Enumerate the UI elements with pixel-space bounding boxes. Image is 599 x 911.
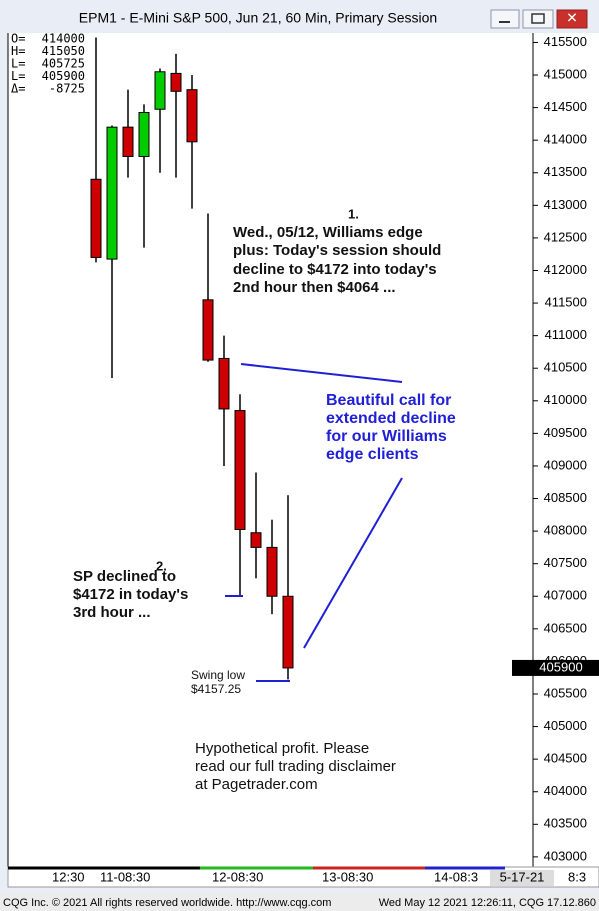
last-price-box	[512, 659, 599, 676]
y-tick-label: 411000	[545, 327, 587, 342]
y-tick-label: 412500	[544, 229, 587, 244]
callout-line: Beautiful call for	[326, 392, 451, 409]
y-tick-label: 407500	[544, 555, 587, 570]
candle-body	[234, 410, 246, 530]
candle-body	[122, 126, 134, 157]
x-tick-label: 11-08:30	[100, 869, 150, 884]
x-tick-label: 8:3	[568, 869, 586, 884]
swing-low-label: $4157.25	[191, 682, 241, 696]
candle-body	[154, 71, 166, 110]
y-tick-label: 408000	[544, 523, 587, 538]
footer-left: CQG Inc. © 2021 All rights reserved worl…	[3, 897, 331, 909]
candle-body	[282, 595, 294, 669]
footer-right: Wed May 12 2021 12:26:11, CQG 17.12.860	[379, 897, 596, 909]
y-tick-label: 408500	[544, 490, 587, 505]
y-tick-label: 411500	[545, 295, 587, 310]
candle-body	[202, 299, 214, 361]
y-tick-label: 413500	[544, 164, 587, 179]
callout-line: edge clients	[326, 446, 419, 463]
note-line: Wed., 05/12, Williams edge	[233, 224, 423, 241]
candle-body	[218, 357, 230, 410]
info-key: O=	[11, 32, 25, 46]
y-tick-label: 404000	[544, 783, 587, 798]
y-tick-label: 404500	[544, 751, 587, 766]
y-tick-label: 406500	[544, 620, 587, 635]
y-tick-label: 410000	[544, 392, 587, 407]
y-tick-label: 409500	[544, 425, 587, 440]
y-tick-label: 403500	[544, 816, 587, 831]
x-tick-label: 14-08:3	[434, 869, 478, 884]
info-value: 405900	[42, 69, 85, 83]
annotation-lines	[225, 363, 403, 682]
last-price-label: 405900	[539, 659, 582, 674]
date-box	[490, 870, 554, 886]
maximize-icon	[531, 13, 545, 24]
y-tick-label: 405500	[544, 685, 587, 700]
info-key: L=	[11, 57, 25, 71]
y-tick-label: 413000	[544, 197, 587, 212]
y-tick-label: 403000	[544, 848, 587, 863]
status-bar	[0, 893, 599, 911]
note-line: SP declined to	[73, 568, 176, 585]
disclaimer-line: at Pagetrader.com	[195, 776, 318, 793]
note-number: 2.	[156, 558, 167, 573]
info-key: L=	[11, 69, 25, 83]
y-tick-label: 415500	[544, 34, 587, 49]
info-value: 405725	[42, 57, 85, 71]
y-tick-label: 407000	[544, 588, 587, 603]
x-tick-label: 12:30	[52, 869, 85, 884]
info-key: Δ=	[11, 82, 25, 96]
window-title: EPM1 - E-Mini S&P 500, Jun 21, 60 Min, P…	[79, 10, 437, 26]
candle-body	[250, 532, 262, 548]
candle-body	[266, 546, 278, 597]
close-button[interactable]	[556, 9, 588, 29]
candle-body	[106, 126, 118, 260]
note-line: plus: Today's session should	[233, 242, 441, 259]
info-value: 415050	[42, 44, 85, 58]
window-buttons[interactable]: ✕	[490, 9, 588, 29]
x-tick-label: 5-17-21	[500, 869, 545, 884]
info-key: H=	[11, 44, 25, 58]
x-tick-label: 12-08:30	[212, 869, 263, 884]
maximize-button[interactable]	[522, 9, 554, 29]
y-tick-label: 410500	[544, 360, 587, 375]
candle-body	[186, 89, 198, 143]
note-line: decline to $4172 into today's	[233, 261, 437, 278]
callout-line: for our Williams	[326, 428, 447, 445]
y-tick-label: 414000	[544, 132, 587, 147]
y-tick-label: 415000	[544, 66, 587, 81]
y-tick-label: 414500	[544, 99, 587, 114]
y-tick-label: 412000	[544, 262, 587, 277]
note-number: 1.	[348, 206, 359, 221]
note-line: 2nd hour then $4064 ...	[233, 279, 396, 296]
candle-body	[90, 178, 102, 258]
chart: 4030004035004040004045004050004055004060…	[11, 32, 599, 863]
pointer-line	[303, 477, 403, 649]
x-tick-label: 13-08:30	[322, 869, 373, 884]
callout-line: extended decline	[326, 410, 456, 427]
info-value: -8725	[49, 82, 85, 96]
disclaimer-line: Hypothetical profit. Please	[195, 740, 369, 757]
note-line: $4172 in today's	[73, 586, 188, 603]
close-icon: ✕	[566, 10, 578, 26]
swing-low-label: Swing low	[191, 668, 245, 682]
candle-body	[170, 72, 182, 92]
disclaimer-line: read our full trading disclaimer	[195, 758, 396, 775]
candle-body	[138, 111, 150, 157]
y-tick-label: 409000	[544, 457, 587, 472]
y-tick-label: 405000	[544, 718, 587, 733]
minimize-button[interactable]	[490, 9, 520, 29]
time-labels: 12:30 11-08:30 12-08:30 13-08:30 14-08:3 5-17…	[52, 869, 586, 884]
pointer-line	[240, 363, 403, 383]
note-line: 3rd hour ...	[73, 604, 151, 621]
info-value: 414000	[42, 32, 85, 46]
